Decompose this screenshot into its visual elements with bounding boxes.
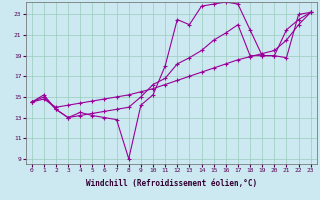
X-axis label: Windchill (Refroidissement éolien,°C): Windchill (Refroidissement éolien,°C) bbox=[86, 179, 257, 188]
